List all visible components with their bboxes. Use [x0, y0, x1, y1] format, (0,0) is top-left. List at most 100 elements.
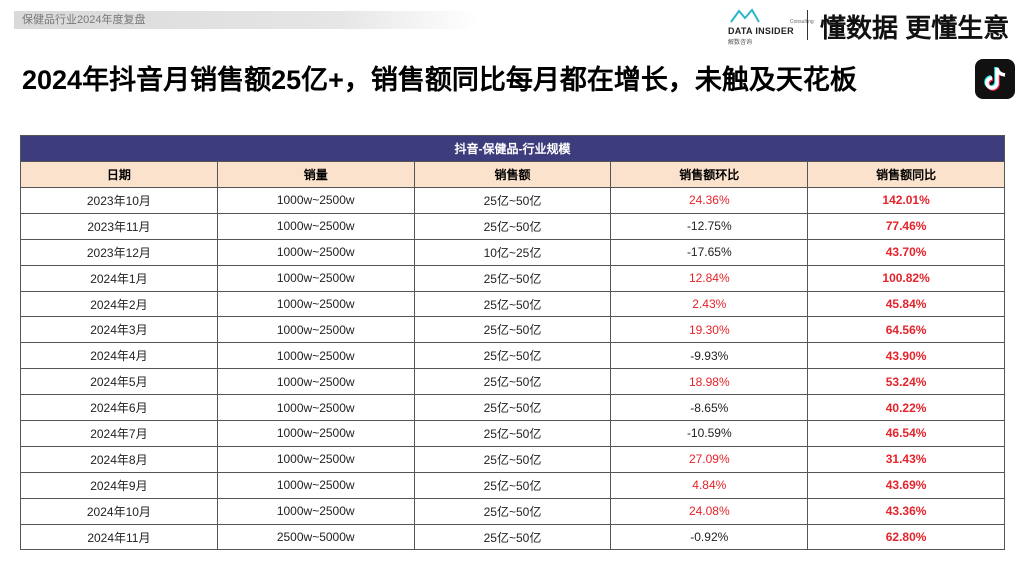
data-table: 抖音-保健品-行业规模 日期 销量 销售额 销售额环比 销售额同比 2023年10月 10… — [20, 135, 1005, 551]
header-row: 日期 销量 销售额 销售额环比 销售额同比 — [20, 161, 1005, 188]
table-cell: 25亿~50亿 — [413, 212, 612, 240]
table-cell: 1000w~2500w — [216, 471, 415, 499]
table-cell: 25亿~50亿 — [413, 264, 612, 292]
table-cell: 19.30% — [610, 316, 809, 344]
table-cell: -8.65% — [610, 394, 809, 422]
table-cell: 25亿~50亿 — [413, 497, 612, 525]
logo-cn: 解数咨询 — [728, 40, 753, 46]
column-header: 销售额同比 — [807, 161, 1005, 188]
table-cell: 25亿~50亿 — [413, 394, 612, 422]
table-row: 2024年1月 1000w~2500w 25亿~50亿 12.84% 100.82% — [20, 264, 1005, 292]
table-cell: 25亿~50亿 — [413, 471, 612, 499]
table-cell: 1000w~2500w — [216, 368, 415, 396]
table-row: 2024年5月 1000w~2500w 25亿~50亿 18.98% 53.24% — [20, 368, 1005, 396]
column-header: 日期 — [20, 161, 218, 188]
table-body: 2023年10月 1000w~2500w 25亿~50亿 24.36% 142.01% 2… — [20, 187, 1005, 551]
logo-sub: Consulting — [790, 19, 814, 25]
table-cell: 2500w~5000w — [216, 523, 415, 551]
table-cell: 2024年2月 — [20, 290, 218, 318]
table-row: 2023年12月 1000w~2500w 10亿~25亿 -17.65% 43.70% — [20, 238, 1005, 266]
table-row: 2024年6月 1000w~2500w 25亿~50亿 -8.65% 40.22% — [20, 394, 1005, 422]
table-cell: 25亿~50亿 — [413, 290, 612, 318]
table-cell: 2024年10月 — [20, 497, 218, 525]
logo-brand: DATA INSIDER — [728, 26, 794, 36]
table-cell: 10亿~25亿 — [413, 238, 612, 266]
column-header: 销量 — [216, 161, 415, 188]
table-cell: -10.59% — [610, 420, 809, 447]
logo-mark — [730, 8, 760, 23]
tiktok-icon — [975, 59, 1015, 99]
table-cell: 4.84% — [610, 471, 809, 499]
table-row: 2024年11月 2500w~5000w 25亿~50亿 -0.92% 62.80% — [20, 523, 1005, 551]
table-cell: -9.93% — [610, 342, 809, 370]
table-cell: 43.90% — [807, 342, 1005, 370]
table-row: 2023年10月 1000w~2500w 25亿~50亿 24.36% 142.01% — [20, 187, 1005, 214]
table-cell: 25亿~50亿 — [413, 420, 612, 447]
section-tag: 保健品行业2024年度复盘 — [14, 11, 479, 29]
table-cell: 77.46% — [807, 212, 1005, 240]
table-cell: 18.98% — [610, 368, 809, 396]
table-cell: 43.36% — [807, 497, 1005, 525]
table-cell: 53.24% — [807, 368, 1005, 396]
table-cell: 62.80% — [807, 523, 1005, 551]
table-cell: 25亿~50亿 — [413, 342, 612, 370]
table-row: 2024年2月 1000w~2500w 25亿~50亿 2.43% 45.84% — [20, 290, 1005, 318]
divider — [807, 10, 808, 40]
table-cell: -12.75% — [610, 212, 809, 240]
table-cell: 25亿~50亿 — [413, 316, 612, 344]
table-cell: 43.69% — [807, 471, 1005, 499]
table-caption: 抖音-保健品-行业规模 — [20, 135, 1005, 162]
table-cell: -17.65% — [610, 238, 809, 266]
table-cell: 24.36% — [610, 187, 809, 214]
column-header: 销售额 — [413, 161, 612, 188]
table-cell: 25亿~50亿 — [413, 187, 612, 214]
table-cell: 25亿~50亿 — [413, 523, 612, 551]
table-cell: 2024年1月 — [20, 264, 218, 292]
table-cell: 1000w~2500w — [216, 290, 415, 318]
table-cell: -0.92% — [610, 523, 809, 551]
table-cell: 1000w~2500w — [216, 497, 415, 525]
table-cell: 142.01% — [807, 187, 1005, 214]
table-cell: 2024年4月 — [20, 342, 218, 370]
table-cell: 1000w~2500w — [216, 445, 415, 473]
table-row: 2024年4月 1000w~2500w 25亿~50亿 -9.93% 43.90% — [20, 342, 1005, 370]
table-cell: 1000w~2500w — [216, 394, 415, 422]
table-cell: 2024年6月 — [20, 394, 218, 422]
table-cell: 2023年10月 — [20, 187, 218, 214]
logo: Consulting DATA INSIDER 解数咨询 — [728, 8, 814, 46]
table-cell: 43.70% — [807, 238, 1005, 266]
table-cell: 12.84% — [610, 264, 809, 292]
table-cell: 2023年12月 — [20, 238, 218, 266]
table-row: 2023年11月 1000w~2500w 25亿~50亿 -12.75% 77.46% — [20, 212, 1005, 240]
table-cell: 2024年9月 — [20, 471, 218, 499]
table-cell: 46.54% — [807, 420, 1005, 447]
table-row: 2024年8月 1000w~2500w 25亿~50亿 27.09% 31.43% — [20, 445, 1005, 473]
table-cell: 1000w~2500w — [216, 187, 415, 214]
table-cell: 1000w~2500w — [216, 316, 415, 344]
table-row: 2024年3月 1000w~2500w 25亿~50亿 19.30% 64.56% — [20, 316, 1005, 344]
table-cell: 1000w~2500w — [216, 420, 415, 447]
title: 2024年抖音月销售额25亿+，销售额同比每月都在增长，未触及天花板 — [22, 65, 857, 95]
table-row: 2024年9月 1000w~2500w 25亿~50亿 4.84% 43.69% — [20, 471, 1005, 499]
table-cell: 2024年11月 — [20, 523, 218, 551]
table-cell: 2.43% — [610, 290, 809, 318]
table-cell: 27.09% — [610, 445, 809, 473]
slogan: 懂数据 更懂生意 — [820, 13, 1010, 43]
table-cell: 40.22% — [807, 394, 1005, 422]
table-row: 2024年10月 1000w~2500w 25亿~50亿 24.08% 43.36% — [20, 497, 1005, 525]
table-cell: 2023年11月 — [20, 212, 218, 240]
table-cell: 2024年3月 — [20, 316, 218, 344]
table-cell: 31.43% — [807, 445, 1005, 473]
table-cell: 24.08% — [610, 497, 809, 525]
table-cell: 25亿~50亿 — [413, 368, 612, 396]
table-cell: 100.82% — [807, 264, 1005, 292]
table-cell: 2024年5月 — [20, 368, 218, 396]
table-cell: 25亿~50亿 — [413, 445, 612, 473]
table-cell: 1000w~2500w — [216, 342, 415, 370]
column-header: 销售额环比 — [610, 161, 809, 188]
table-cell: 64.56% — [807, 316, 1005, 344]
table-row: 2024年7月 1000w~2500w 25亿~50亿 -10.59% 46.54% — [20, 420, 1005, 447]
table-cell: 1000w~2500w — [216, 238, 415, 266]
table-cell: 1000w~2500w — [216, 212, 415, 240]
